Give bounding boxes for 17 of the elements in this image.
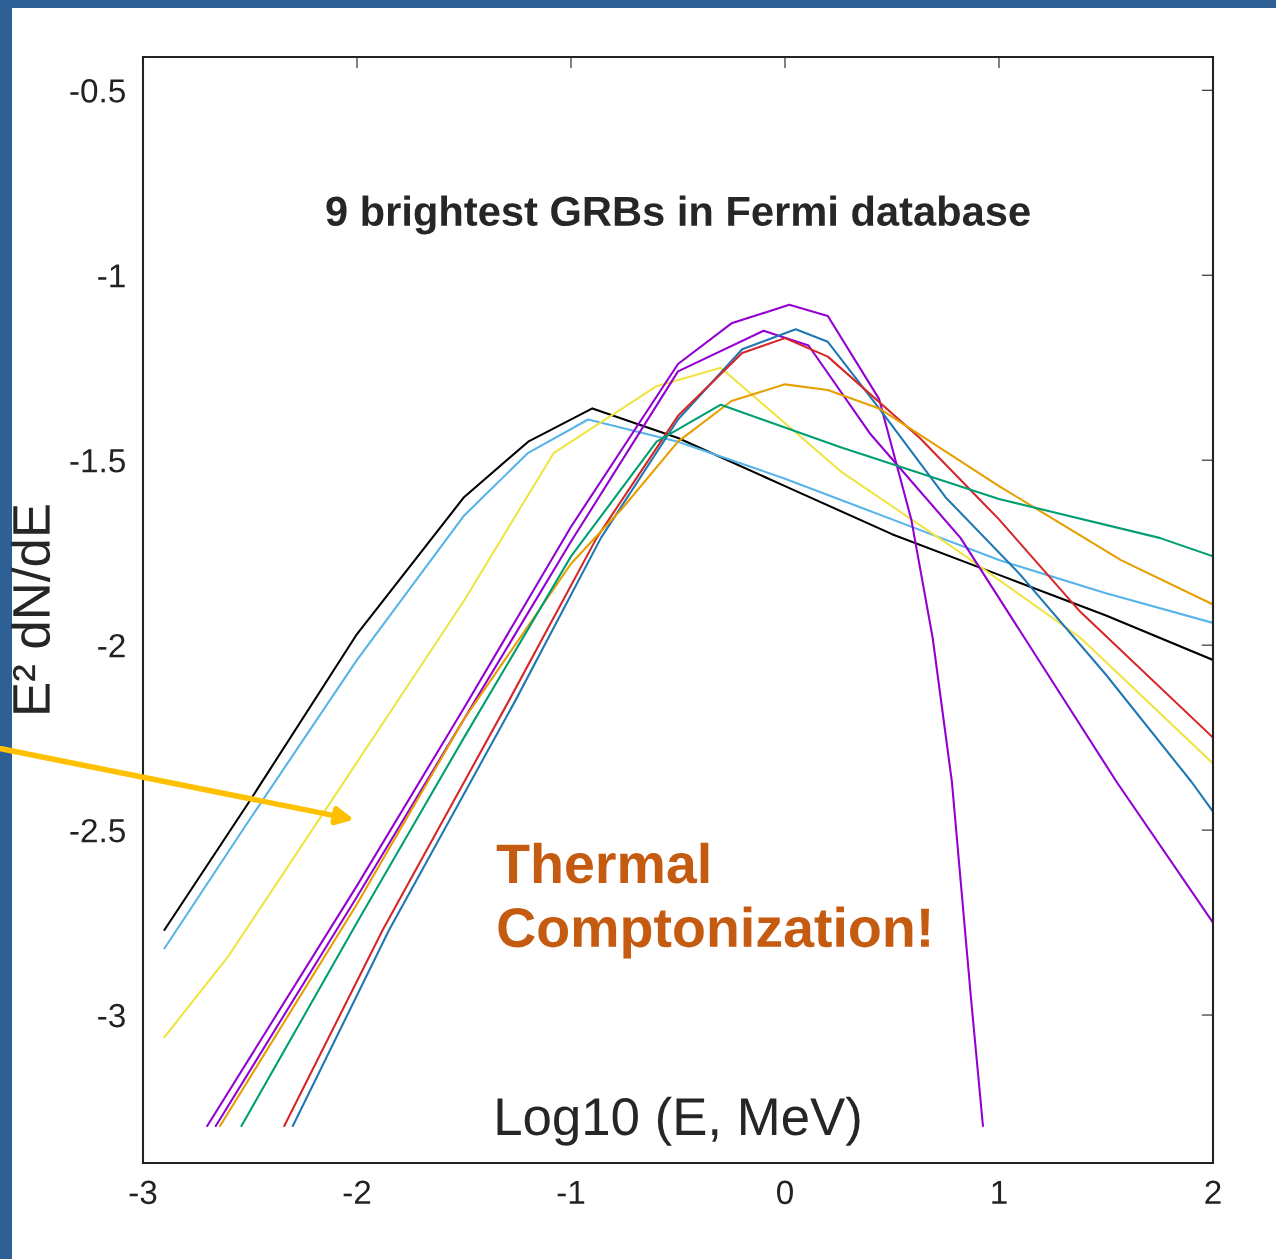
y-tick-label: -1 <box>98 264 125 288</box>
y-tick-label: -2.5 <box>70 818 125 843</box>
x-axis-title: Log10 (E, MeV) <box>497 1096 860 1146</box>
annotation: Thermal Comptonization! <box>496 842 929 959</box>
x-tick-label: 1 <box>992 1180 1007 1204</box>
x-tick-label: 0 <box>777 1180 793 1205</box>
text: 9 brightest GRBs in Fermi database <box>326 195 1030 235</box>
x-tick-label: -2 <box>343 1180 371 1204</box>
x-tick-label: -1 <box>557 1180 585 1204</box>
line-series <box>163 366 1213 1039</box>
y-axis-title: E² dN/dE <box>11 505 51 713</box>
y-tick-label: -1.5 <box>70 449 125 473</box>
y-tick-label: -0.5 <box>70 79 125 103</box>
x-tick-label: 2 <box>1205 1180 1221 1204</box>
y-tick-label: -3 <box>98 1003 125 1028</box>
y-tick-label: -2 <box>98 633 125 658</box>
x-tick-label: -3 <box>129 1180 157 1205</box>
